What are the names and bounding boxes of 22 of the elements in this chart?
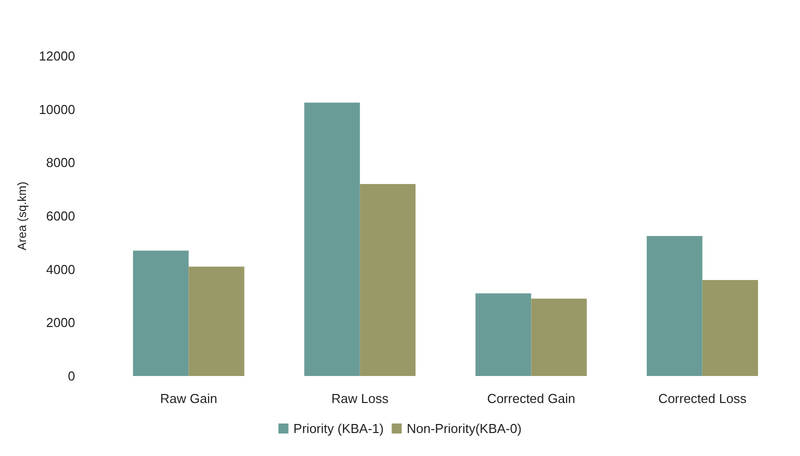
y-tick-label: 8000 [46, 155, 76, 170]
legend-label: Priority (KBA-1) [293, 421, 384, 436]
y-tick-label: 4000 [46, 262, 76, 277]
bar [475, 293, 532, 376]
bar [702, 280, 758, 376]
y-tick-label: 10000 [38, 102, 76, 117]
y-tick-label: 0 [68, 368, 76, 384]
y-tick-label: 2000 [46, 315, 76, 330]
bar [133, 250, 189, 376]
x-tick-label: Raw Gain [160, 391, 218, 406]
x-tick-label: Corrected Loss [658, 391, 747, 406]
bar [531, 298, 587, 376]
y-tick-label: 6000 [46, 208, 76, 224]
bar [304, 102, 360, 376]
bar [646, 236, 702, 376]
x-tick-label: Corrected Gain [487, 391, 576, 406]
bar [360, 184, 416, 376]
bar [188, 266, 244, 376]
x-tick-label: Raw Loss [331, 391, 389, 406]
legend-label: Non-Priority(KBA-0) [406, 421, 522, 436]
y-tick-label: 12000 [38, 48, 76, 64]
y-axis-title: Area (sq.km) [15, 182, 29, 250]
